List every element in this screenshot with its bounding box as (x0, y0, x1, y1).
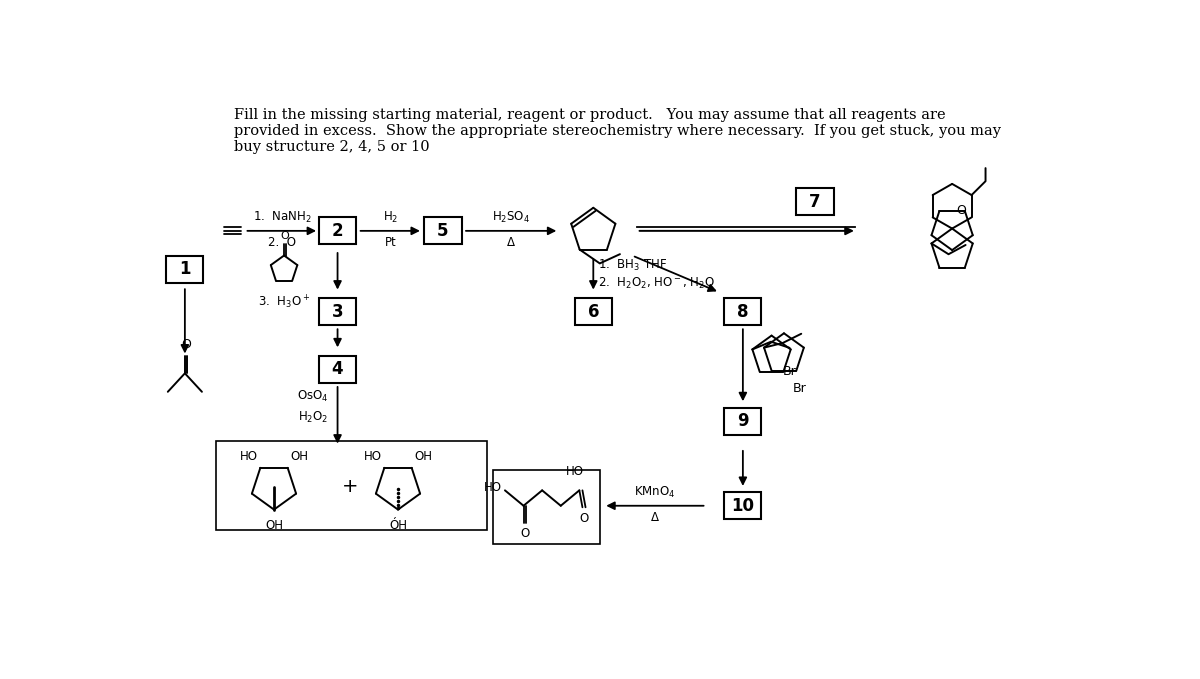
Text: 3.  H$_3$O$^+$: 3. H$_3$O$^+$ (258, 294, 310, 312)
Bar (167, 256, 204, 283)
Text: Fill in the missing starting material, reagent or product.   You may assume that: Fill in the missing starting material, r… (234, 108, 1001, 154)
Bar (725, 298, 762, 325)
Text: 3: 3 (331, 303, 343, 320)
Text: 4: 4 (331, 361, 343, 378)
Bar (216, 441, 487, 530)
Bar (319, 217, 356, 244)
Text: 8: 8 (737, 303, 749, 320)
Text: HO: HO (484, 481, 502, 494)
Bar (319, 356, 356, 383)
Text: O: O (580, 512, 589, 525)
Text: HO: HO (565, 465, 583, 478)
Text: 2.  H$_2$O$_2$, HO$^-$, H$_2$O: 2. H$_2$O$_2$, HO$^-$, H$_2$O (598, 276, 715, 291)
Text: H$_2$: H$_2$ (383, 210, 398, 225)
Text: 1: 1 (179, 260, 191, 278)
Text: O: O (520, 528, 529, 540)
Text: $\Delta$: $\Delta$ (506, 236, 516, 249)
Text: OH: OH (290, 450, 308, 463)
Text: 1.  NaNH$_2$: 1. NaNH$_2$ (252, 210, 311, 225)
Text: 6: 6 (588, 303, 599, 320)
Text: KMnO$_4$: KMnO$_4$ (634, 485, 676, 500)
Text: 2: 2 (331, 222, 343, 240)
Text: 2.  O: 2. O (268, 236, 295, 249)
Text: O: O (181, 338, 191, 351)
Text: 1.  BH$_3$ THF: 1. BH$_3$ THF (598, 257, 667, 273)
Text: Pt: Pt (384, 236, 396, 249)
Bar (797, 188, 834, 215)
Text: 7: 7 (809, 193, 821, 210)
Text: H$_2$SO$_4$: H$_2$SO$_4$ (492, 210, 530, 225)
Text: 10: 10 (731, 497, 755, 515)
Text: O: O (956, 204, 966, 217)
Bar (725, 492, 762, 519)
Text: HO: HO (240, 450, 258, 463)
Text: ÓH: ÓH (389, 519, 407, 532)
Bar (575, 298, 612, 325)
Bar (319, 298, 356, 325)
Text: OH: OH (265, 519, 283, 532)
Text: HO: HO (364, 450, 382, 463)
Text: O: O (281, 231, 289, 241)
Bar (492, 470, 600, 545)
Text: 5: 5 (437, 222, 449, 240)
Text: $\Delta$: $\Delta$ (650, 511, 660, 524)
Bar (425, 217, 462, 244)
Text: +: + (342, 477, 359, 496)
Text: H$_2$O$_2$: H$_2$O$_2$ (298, 410, 328, 425)
Text: 9: 9 (737, 412, 749, 430)
Text: Br: Br (792, 382, 806, 394)
Text: Br: Br (782, 365, 796, 378)
Text: OsO$_4$: OsO$_4$ (296, 388, 329, 404)
Bar (725, 407, 762, 435)
Text: OH: OH (414, 450, 432, 463)
